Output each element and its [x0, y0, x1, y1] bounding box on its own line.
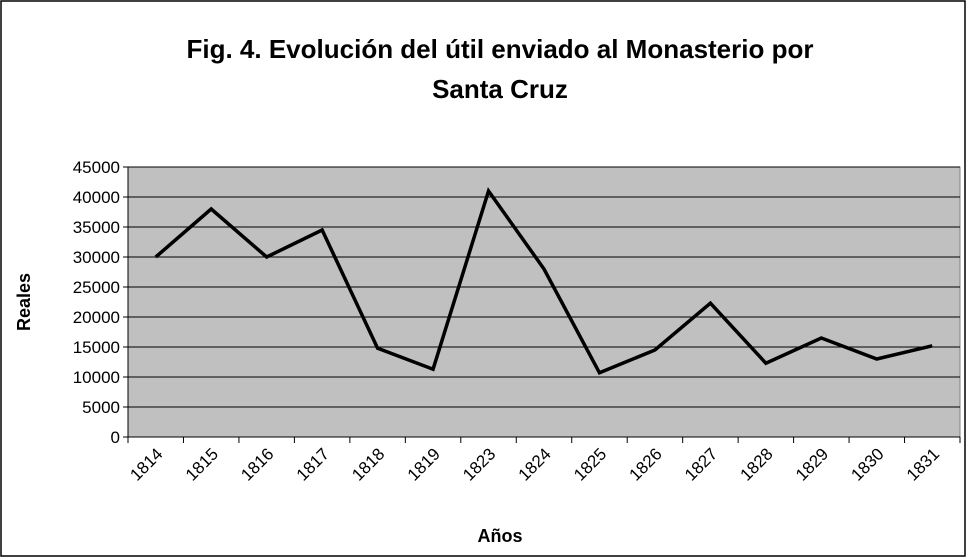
x-axis-label: Años [478, 526, 523, 546]
y-tick-label: 20000 [73, 308, 120, 327]
y-tick-label: 45000 [73, 158, 120, 177]
y-tick-label: 40000 [73, 188, 120, 207]
y-tick-label: 5000 [82, 398, 120, 417]
y-axis-label: Reales [14, 273, 34, 331]
chart-title: Fig. 4. Evolución del útil enviado al Mo… [187, 34, 814, 104]
y-tick-label: 10000 [73, 368, 120, 387]
y-tick-label: 30000 [73, 248, 120, 267]
y-tick-label: 25000 [73, 278, 120, 297]
y-tick-label: 0 [111, 428, 120, 447]
y-tick-label: 15000 [73, 338, 120, 357]
plot-area [127, 166, 961, 438]
data-line [154, 187, 933, 376]
y-tick-label: 35000 [73, 218, 120, 237]
title-line: Fig. 4. Evolución del útil enviado al Mo… [187, 34, 814, 64]
title-line: Santa Cruz [432, 74, 568, 104]
